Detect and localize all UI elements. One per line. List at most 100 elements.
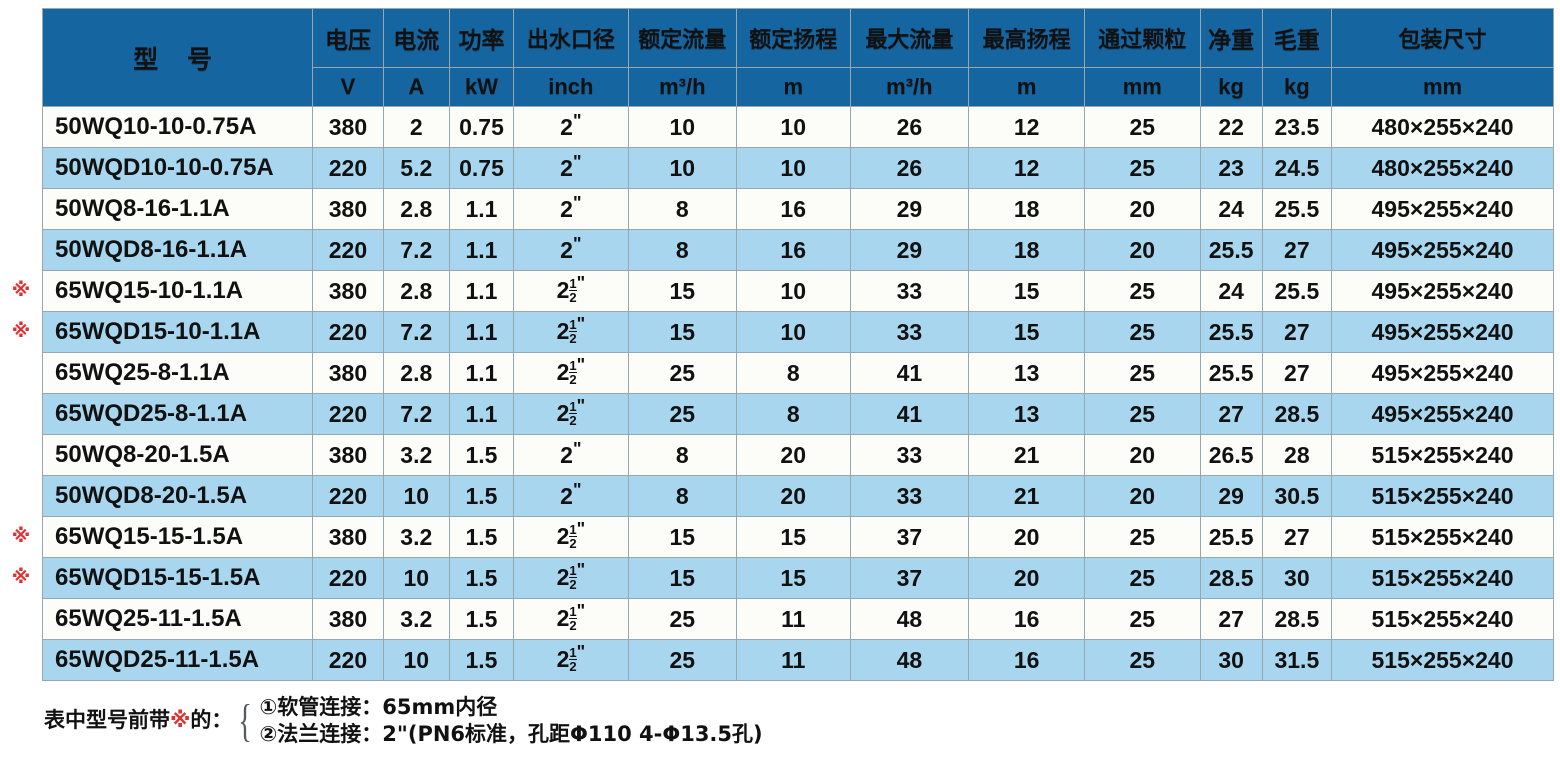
cell-current: 7.2 [382, 393, 450, 435]
cell-power: 1.5 [448, 434, 515, 476]
cell-package_size: 495×255×240 [1331, 311, 1554, 353]
cell-net_weight: 26.5 [1199, 434, 1263, 476]
cell-gross_weight: 27 [1261, 516, 1333, 558]
cell-model: 50WQD10-10-0.75A [41, 147, 314, 189]
reference-mark-icon: ※ [11, 525, 31, 547]
cell-package_size: 515×255×240 [1331, 516, 1554, 558]
column-header-power: 功率 [448, 8, 515, 68]
cell-rated_flow: 25 [627, 639, 737, 681]
inch-mark-icon: " [576, 313, 586, 334]
column-unit-outlet: inch [513, 67, 629, 107]
cell-rated_head: 20 [735, 434, 851, 476]
outlet-value: 2 1 2 " [557, 520, 586, 552]
cell-voltage: 380 [312, 352, 384, 394]
cell-max_flow: 33 [849, 434, 970, 476]
cell-voltage: 380 [312, 434, 384, 476]
cell-model: 50WQD8-20-1.5A [41, 475, 314, 517]
column-unit-rated_head: m [735, 67, 851, 107]
cell-net_weight: 25.5 [1199, 352, 1263, 394]
fraction-numerator: 1 [569, 398, 577, 414]
cell-rated_flow: 15 [627, 311, 737, 353]
cell-voltage: 380 [312, 188, 384, 230]
cell-max_flow: 33 [849, 311, 970, 353]
cell-gross_weight: 27 [1261, 352, 1333, 394]
cell-outlet: 2 1 2 " [513, 352, 629, 394]
cell-rated_flow: 15 [627, 270, 737, 312]
cell-particle: 25 [1083, 516, 1201, 558]
cell-net_weight: 22 [1199, 106, 1263, 148]
cell-package_size: 495×255×240 [1331, 270, 1554, 312]
outlet-whole: 2 [556, 317, 570, 344]
inch-mark-icon: " [572, 438, 582, 459]
fraction-denominator: 2 [569, 659, 577, 675]
cell-particle: 20 [1083, 188, 1201, 230]
cell-voltage: 220 [312, 311, 384, 353]
cell-package_size: 495×255×240 [1331, 393, 1554, 435]
column-unit-voltage: V [312, 67, 384, 107]
cell-rated_flow: 8 [627, 475, 737, 517]
fraction-numerator: 1 [569, 562, 577, 578]
cell-model: 50WQ8-16-1.1A [41, 188, 314, 230]
cell-model: 50WQD8-16-1.1A [41, 229, 314, 271]
outlet-value: 2 1 2 " [557, 356, 586, 388]
curly-brace-icon: { [238, 694, 253, 746]
cell-particle: 25 [1083, 393, 1201, 435]
cell-net_weight: 27 [1199, 598, 1263, 640]
cell-outlet: 2 1 2 " [513, 557, 629, 599]
outlet-value: 2 1 2 " [557, 397, 586, 429]
cell-rated_head: 11 [735, 639, 851, 681]
table-row: 50WQD10-10-0.75A 220 5.2 0.75 2" 10 10 26 12 25 23… [41, 147, 1554, 189]
cell-current: 2.8 [382, 270, 450, 312]
footnote-item: ①软管连接：65mm内径 [259, 695, 498, 719]
cell-package_size: 515×255×240 [1331, 557, 1554, 599]
cell-net_weight: 25.5 [1199, 229, 1263, 271]
cell-net_weight: 24 [1199, 188, 1263, 230]
cell-current: 2.8 [382, 188, 450, 230]
table-row: 50WQ8-20-1.5A 380 3.2 1.5 2" 8 20 33 21 20 26.5 28 5… [41, 434, 1554, 476]
cell-power: 1.1 [448, 352, 515, 394]
inch-mark-icon: " [576, 641, 586, 662]
cell-model: 50WQ10-10-0.75A [41, 106, 314, 148]
outlet-whole: 2 [556, 645, 570, 672]
cell-rated_head: 10 [735, 270, 851, 312]
cell-particle: 25 [1083, 270, 1201, 312]
cell-power: 1.5 [448, 639, 515, 681]
column-unit-rated_flow: m³/h [627, 67, 737, 107]
cell-max_head: 13 [968, 393, 1085, 435]
table-header: 型 号电压 电流 功率 出水口径 额定流量 额定扬程 最大流量 最高扬程 通过颗粒 净重 毛重 包装尺… [41, 8, 1554, 107]
outlet-whole: 2 [556, 563, 570, 590]
cell-max_flow: 41 [849, 352, 970, 394]
outlet-value: 2" [560, 153, 581, 180]
cell-outlet: 2 1 2 " [513, 393, 629, 435]
cell-net_weight: 24 [1199, 270, 1263, 312]
footnote-lead-after: 的： [190, 708, 233, 733]
cell-package_size: 480×255×240 [1331, 147, 1554, 189]
cell-max_flow: 33 [849, 475, 970, 517]
cell-power: 1.1 [448, 393, 515, 435]
fraction-denominator: 2 [569, 577, 577, 593]
cell-outlet: 2" [513, 475, 629, 517]
column-header-rated_head: 额定扬程 [735, 8, 851, 68]
cell-rated_head: 16 [735, 188, 851, 230]
inch-mark-icon: " [572, 192, 582, 213]
cell-voltage: 220 [312, 639, 384, 681]
cell-rated_head: 8 [735, 352, 851, 394]
table-row: 65WQ25-11-1.5A 380 3.2 1.5 2 1 2 " 25 11 48 16 25 27 2… [41, 598, 1554, 640]
cell-voltage: 380 [312, 106, 384, 148]
reference-mark-icon: ※ [170, 708, 191, 733]
cell-max_head: 15 [968, 311, 1085, 353]
column-header-outlet: 出水口径 [513, 8, 629, 68]
row-marker-gutter: ※ ※ ※ ※ [0, 0, 42, 678]
cell-gross_weight: 30 [1261, 557, 1333, 599]
cell-net_weight: 23 [1199, 147, 1263, 189]
cell-max_head: 21 [968, 434, 1085, 476]
column-header-current: 电流 [382, 8, 450, 68]
cell-outlet: 2" [513, 147, 629, 189]
cell-outlet: 2" [513, 106, 629, 148]
cell-max_head: 16 [968, 639, 1085, 681]
cell-max_head: 13 [968, 352, 1085, 394]
fraction-numerator: 1 [569, 644, 577, 660]
cell-net_weight: 29 [1199, 475, 1263, 517]
